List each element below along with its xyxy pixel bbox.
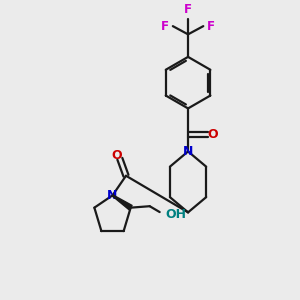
Text: F: F [207,20,215,33]
Text: N: N [183,145,193,158]
Text: OH: OH [165,208,186,221]
Text: F: F [161,20,169,33]
Polygon shape [112,195,132,210]
Text: N: N [107,189,118,202]
Text: F: F [184,3,192,16]
Text: O: O [208,128,218,141]
Text: O: O [111,149,122,162]
